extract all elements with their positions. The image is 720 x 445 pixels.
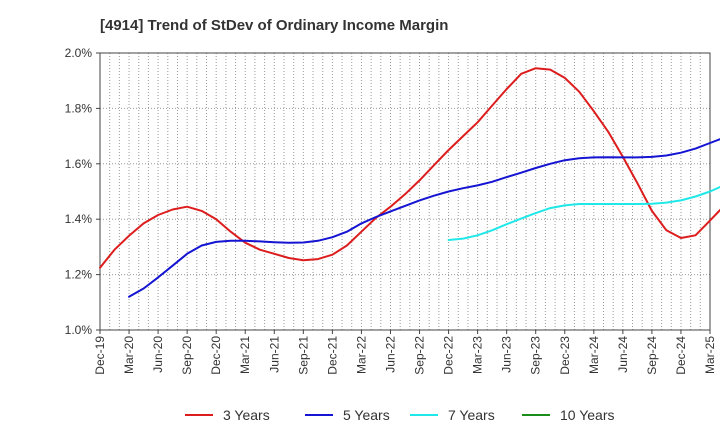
x-tick-label: Dec-23 <box>558 336 572 375</box>
legend-item-3-years: 3 Years <box>185 407 270 423</box>
x-tick-label: Sep-22 <box>413 336 427 375</box>
legend-label: 3 Years <box>223 407 270 423</box>
x-tick-label: Mar-20 <box>122 336 136 374</box>
x-tick-label: Jun-23 <box>500 336 514 373</box>
x-tick-label: Mar-25 <box>703 336 717 374</box>
series-line-7-years <box>447 185 720 241</box>
y-tick-label: 1.8% <box>65 101 93 115</box>
x-tick-label: Jun-24 <box>616 336 630 373</box>
series-line-5-years <box>128 138 720 298</box>
x-tick-label: Dec-21 <box>325 336 339 375</box>
x-tick-label: Mar-21 <box>238 336 252 374</box>
plot-frame <box>99 52 711 331</box>
legend-item-7-years: 7 Years <box>410 407 495 423</box>
series-lines <box>99 67 720 298</box>
x-tick-label: Dec-24 <box>674 336 688 375</box>
x-tick-label: Mar-22 <box>354 336 368 374</box>
chart-title: [4914] Trend of StDev of Ordinary Income… <box>100 17 448 34</box>
legend-label: 7 Years <box>448 407 495 423</box>
legend-item-10-years: 10 Years <box>522 407 615 423</box>
x-tick-label: Jun-20 <box>151 336 165 373</box>
x-tick-label: Sep-24 <box>645 336 659 375</box>
y-tick-label: 1.4% <box>65 212 93 226</box>
x-tick-label: Dec-20 <box>209 336 223 375</box>
legend-label: 10 Years <box>560 407 615 423</box>
x-tick-label: Dec-19 <box>93 336 107 375</box>
x-tick-label: Sep-20 <box>180 336 194 375</box>
axes: 1.0% 1.2% 1.4% 1.6% 1.8% 2.0% Dec-19 Mar-20 Jun-… <box>65 46 717 375</box>
series-line-3-years <box>99 67 720 269</box>
legend-item-5-years: 5 Years <box>305 407 390 423</box>
y-tick-label: 2.0% <box>65 46 93 60</box>
legend: 3 Years 5 Years 7 Years 10 Years <box>185 407 615 423</box>
grid <box>100 53 710 330</box>
legend-label: 5 Years <box>343 407 390 423</box>
x-tick-label: Jun-22 <box>383 336 397 373</box>
x-tick-label: Mar-23 <box>471 336 485 374</box>
x-tick-label: Sep-23 <box>529 336 543 375</box>
y-tick-label: 1.6% <box>65 157 93 171</box>
x-tick-label: Mar-24 <box>587 336 601 374</box>
y-tick-label: 1.0% <box>65 323 93 337</box>
y-tick-label: 1.2% <box>65 268 93 282</box>
x-tick-label: Dec-22 <box>442 336 456 375</box>
x-tick-label: Sep-21 <box>296 336 310 375</box>
x-tick-label: Jun-21 <box>267 336 281 373</box>
